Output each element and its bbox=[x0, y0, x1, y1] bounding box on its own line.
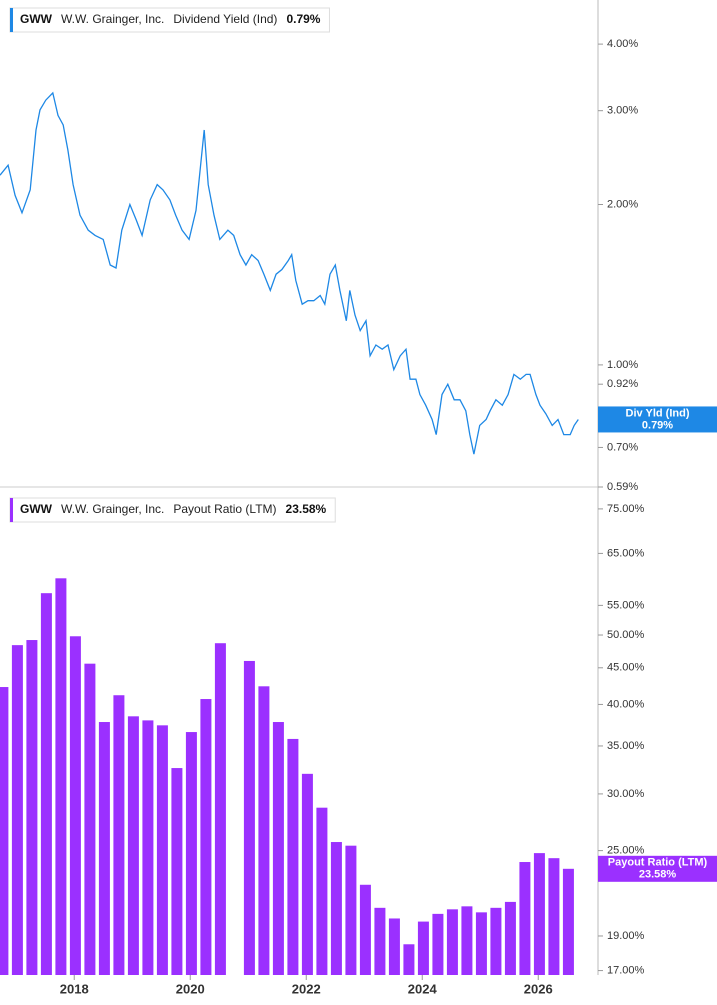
legend-swatch bbox=[10, 498, 13, 522]
x-tick-label: 2024 bbox=[408, 981, 438, 996]
bar bbox=[40, 593, 52, 975]
y-tick-label: 0.92% bbox=[607, 378, 638, 390]
bar bbox=[316, 807, 328, 975]
bar bbox=[142, 720, 154, 975]
legend-ticker: GWW bbox=[20, 12, 53, 26]
bar bbox=[432, 913, 444, 975]
legend-swatch bbox=[10, 8, 13, 32]
value-tag bbox=[598, 855, 717, 882]
bar bbox=[127, 716, 139, 975]
value-tag bbox=[598, 406, 717, 433]
y-tick-label: 2.00% bbox=[607, 198, 638, 210]
bar bbox=[461, 906, 473, 975]
y-tick-label: 35.00% bbox=[607, 740, 645, 752]
legend-value: 0.79% bbox=[286, 12, 320, 26]
bar bbox=[55, 578, 67, 975]
series-line bbox=[0, 91, 579, 455]
legend-box bbox=[9, 7, 330, 33]
y-tick-label: 4.00% bbox=[607, 38, 638, 50]
y-tick-label: 0.59% bbox=[607, 481, 638, 493]
x-tick-label: 2018 bbox=[60, 981, 89, 996]
bar bbox=[243, 660, 255, 975]
bar bbox=[330, 842, 342, 975]
bar bbox=[11, 645, 23, 975]
legend-value: 23.58% bbox=[286, 502, 327, 516]
bar bbox=[84, 663, 96, 975]
value-tag-label: Payout Ratio (LTM) bbox=[608, 857, 708, 869]
bar bbox=[287, 738, 299, 975]
y-tick-label: 30.00% bbox=[607, 788, 645, 800]
legend-box bbox=[9, 497, 336, 523]
y-tick-label: 55.00% bbox=[607, 599, 645, 611]
value-tag-value: 0.79% bbox=[642, 419, 673, 431]
bar bbox=[26, 640, 38, 975]
value-tag-value: 23.58% bbox=[639, 869, 677, 881]
bar bbox=[490, 907, 502, 975]
bar bbox=[272, 722, 284, 975]
bar bbox=[98, 722, 110, 975]
bar bbox=[519, 862, 531, 975]
y-tick-label: 65.00% bbox=[607, 547, 645, 559]
legend-company: W.W. Grainger, Inc. bbox=[61, 12, 164, 26]
y-tick-label: 19.00% bbox=[607, 930, 645, 942]
legend-metric: Payout Ratio (LTM) bbox=[173, 502, 276, 516]
y-tick-label: 45.00% bbox=[607, 662, 645, 674]
bar bbox=[156, 725, 168, 975]
y-tick-label: 50.00% bbox=[607, 629, 645, 641]
bar bbox=[258, 686, 270, 975]
legend-ticker: GWW bbox=[20, 502, 53, 516]
bar bbox=[374, 907, 386, 975]
bar bbox=[359, 884, 371, 975]
bar bbox=[548, 858, 560, 975]
x-tick-label: 2026 bbox=[524, 981, 553, 996]
x-tick-label: 2020 bbox=[176, 981, 205, 996]
bar bbox=[0, 687, 9, 975]
bar bbox=[214, 643, 226, 975]
bar bbox=[345, 845, 357, 975]
bar bbox=[446, 909, 458, 975]
x-tick-label: 2022 bbox=[292, 981, 321, 996]
bar bbox=[417, 921, 429, 975]
legend-company: W.W. Grainger, Inc. bbox=[61, 502, 164, 516]
bar bbox=[69, 636, 81, 975]
bar bbox=[403, 944, 415, 975]
y-tick-label: 40.00% bbox=[607, 698, 645, 710]
bar bbox=[185, 732, 197, 975]
y-tick-label: 3.00% bbox=[607, 105, 638, 117]
value-tag-label: Div Yld (Ind) bbox=[626, 407, 690, 419]
bar bbox=[504, 901, 516, 975]
bar bbox=[533, 853, 545, 975]
bar bbox=[200, 699, 212, 975]
bar bbox=[171, 768, 183, 975]
y-tick-label: 75.00% bbox=[607, 503, 645, 515]
bar bbox=[388, 918, 400, 975]
bar bbox=[113, 695, 125, 975]
legend-metric: Dividend Yield (Ind) bbox=[173, 12, 277, 26]
y-tick-label: 17.00% bbox=[607, 964, 645, 976]
y-tick-label: 0.70% bbox=[607, 441, 638, 453]
y-tick-label: 1.00% bbox=[607, 359, 638, 371]
bar bbox=[301, 773, 313, 975]
bar bbox=[475, 912, 487, 975]
y-tick-label: 25.00% bbox=[607, 845, 645, 857]
bar bbox=[562, 868, 574, 975]
